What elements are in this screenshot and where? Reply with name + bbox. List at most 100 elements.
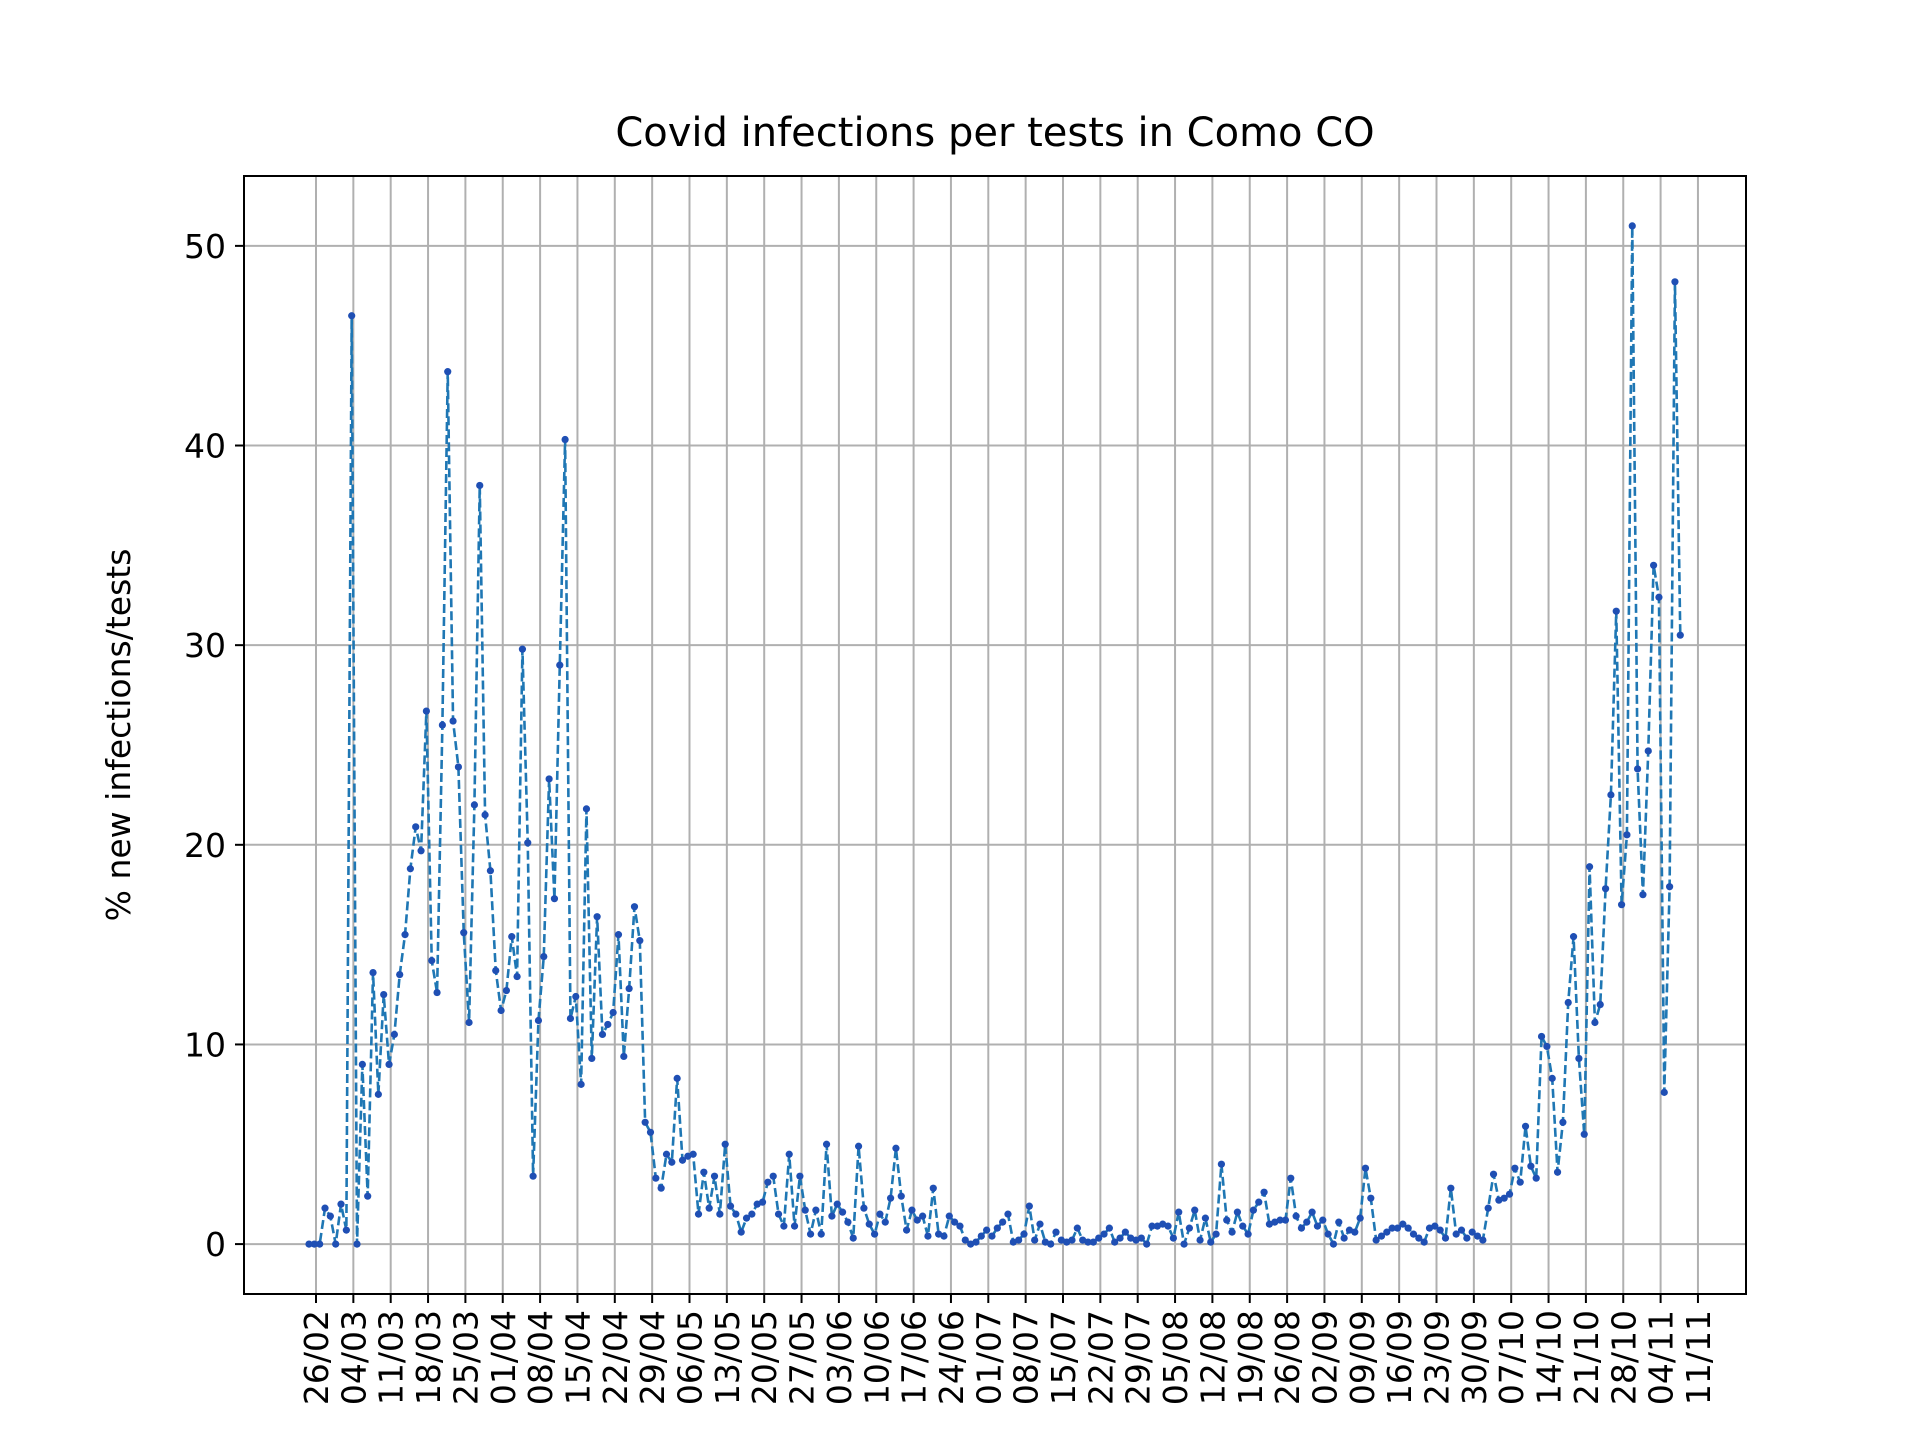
x-tick-label: 05/08: [1156, 1310, 1195, 1405]
data-point: [337, 1200, 345, 1208]
data-point: [1340, 1234, 1348, 1242]
x-tick-label: 26/08: [1268, 1310, 1307, 1405]
data-point: [764, 1178, 772, 1186]
x-tick-label: 13/05: [708, 1310, 747, 1405]
data-point: [572, 992, 580, 1001]
data-point: [561, 435, 569, 444]
data-point: [1233, 1208, 1242, 1216]
data-point: [700, 1168, 708, 1176]
data-point: [956, 1222, 964, 1230]
data-point: [1121, 1228, 1129, 1236]
plot-frame: [243, 175, 1747, 1295]
data-point: [1399, 1220, 1407, 1228]
data-point: [828, 1212, 836, 1220]
data-point: [1591, 1018, 1599, 1027]
data-point: [492, 966, 500, 975]
grid-layer: [244, 176, 1746, 1294]
data-point: [1196, 1236, 1204, 1244]
data-point: [470, 801, 479, 809]
x-tick-label: 08/04: [521, 1310, 560, 1405]
data-point: [598, 1030, 607, 1039]
data-point: [524, 839, 532, 847]
data-point: [380, 990, 388, 999]
data-point: [1660, 1088, 1668, 1096]
data-point: [886, 1194, 895, 1202]
data-point: [1505, 1190, 1514, 1198]
data-point: [1553, 1168, 1562, 1176]
data-point: [556, 661, 564, 669]
data-point: [1441, 1234, 1450, 1242]
data-point: [508, 933, 516, 941]
y-tick-label: 20: [184, 826, 226, 865]
data-point: [1521, 1122, 1530, 1130]
data-point: [1393, 1224, 1402, 1232]
data-point: [1319, 1216, 1327, 1224]
data-point: [1420, 1238, 1428, 1246]
data-point: [1644, 747, 1652, 755]
data-point: [801, 1206, 809, 1214]
data-point: [486, 867, 495, 875]
data-point: [1559, 1118, 1567, 1126]
data-point: [1671, 278, 1679, 286]
data-point: [444, 368, 452, 376]
data-point: [892, 1144, 900, 1152]
y-tick-label: 10: [184, 1025, 226, 1064]
data-point: [614, 931, 623, 939]
data-point: [454, 763, 462, 771]
data-point: [316, 1240, 324, 1248]
data-point: [1324, 1230, 1332, 1238]
data-point: [1191, 1206, 1199, 1214]
data-point: [582, 805, 591, 813]
data-point: [1047, 1240, 1055, 1248]
data-point: [412, 823, 420, 831]
y-tick-label: 0: [205, 1225, 226, 1264]
data-point: [983, 1226, 991, 1234]
y-axis-label: % new infections/tests: [99, 549, 138, 922]
data-point: [305, 1240, 313, 1248]
data-point: [1500, 1194, 1508, 1202]
data-point: [737, 1228, 745, 1236]
data-point: [1223, 1216, 1231, 1224]
data-point: [1255, 1198, 1263, 1206]
data-point: [1260, 1188, 1268, 1196]
x-tick-label: 30/09: [1455, 1310, 1494, 1405]
x-tick-label: 07/10: [1492, 1310, 1531, 1405]
data-point: [1569, 933, 1578, 941]
data-point: [1666, 883, 1674, 891]
x-tick-label: 08/07: [1007, 1310, 1046, 1405]
data-point: [1148, 1222, 1156, 1230]
data-point: [534, 1016, 543, 1025]
data-point: [1084, 1238, 1092, 1246]
x-tick-label: 26/02: [297, 1310, 336, 1405]
data-point: [870, 1230, 879, 1238]
data-point: [668, 1158, 676, 1166]
data-point: [348, 312, 356, 320]
data-point: [1297, 1224, 1306, 1232]
data-point: [502, 986, 511, 995]
x-tick-label: 21/10: [1567, 1310, 1606, 1405]
data-point: [1617, 901, 1626, 909]
data-point: [1025, 1202, 1033, 1210]
data-point: [908, 1206, 916, 1214]
x-tick-label: 09/09: [1343, 1310, 1382, 1405]
data-point: [694, 1210, 703, 1218]
x-tick-label: 03/06: [820, 1310, 859, 1405]
x-tick-label: 27/05: [783, 1310, 822, 1405]
x-tick-label: 14/10: [1530, 1310, 1569, 1405]
series-layer: [305, 222, 1684, 1248]
x-tick-label: 17/06: [895, 1310, 934, 1405]
data-point: [1655, 593, 1663, 601]
x-tick-label: 20/05: [745, 1310, 784, 1405]
data-point: [428, 957, 436, 965]
y-tick-label: 40: [184, 427, 226, 466]
data-point: [903, 1226, 911, 1234]
data-point: [374, 1090, 382, 1098]
data-point: [332, 1240, 340, 1248]
data-point: [945, 1212, 953, 1220]
data-point: [972, 1238, 980, 1246]
data-point: [465, 1018, 473, 1027]
data-point: [1031, 1236, 1039, 1244]
data-point: [460, 929, 468, 937]
data-point: [1244, 1230, 1252, 1238]
data-point: [417, 847, 425, 855]
